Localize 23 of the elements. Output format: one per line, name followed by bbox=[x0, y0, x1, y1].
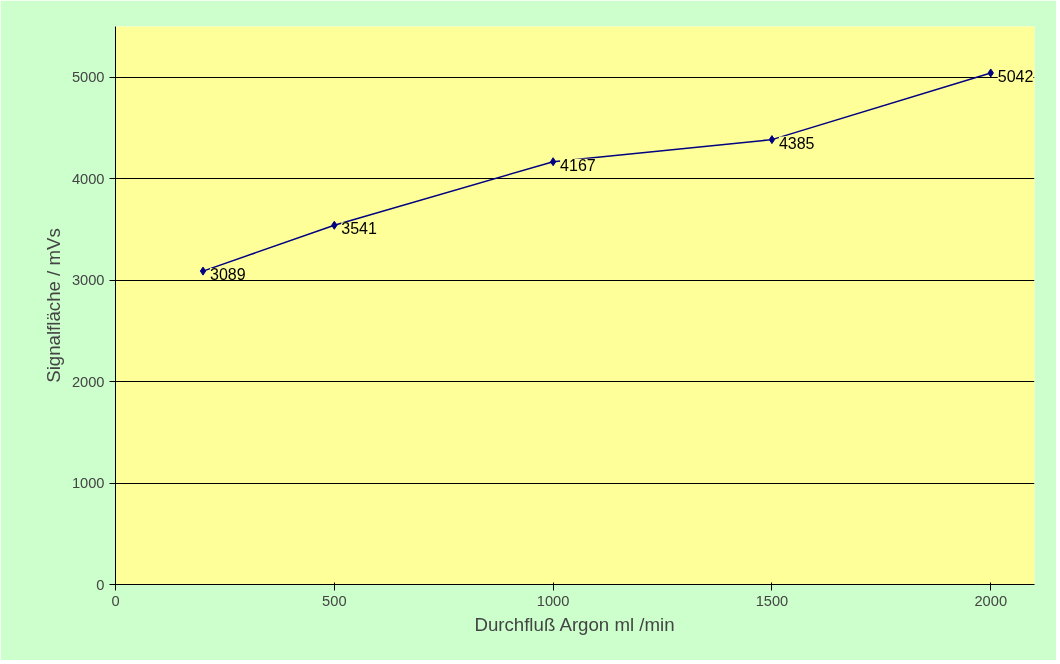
data-label: 3089 bbox=[210, 266, 246, 284]
x-tick-label: 1000 bbox=[536, 592, 570, 609]
point bbox=[199, 266, 207, 276]
x-tick-label: 2000 bbox=[974, 592, 1008, 609]
y-tick-label: 5000 bbox=[71, 69, 105, 86]
point bbox=[331, 220, 338, 230]
data-label: 4385 bbox=[778, 134, 815, 152]
data-label: 3541 bbox=[341, 220, 377, 238]
y-tick-label: 4000 bbox=[71, 170, 105, 187]
x-tick-label: 0 bbox=[111, 592, 120, 609]
y-tick-label: 2000 bbox=[71, 373, 105, 390]
x-axis-title: Durchfluß Argon ml /min bbox=[474, 613, 675, 635]
data-label: 4167 bbox=[560, 156, 596, 174]
x-tick-label: 1500 bbox=[755, 592, 789, 609]
data-label: 5042 bbox=[997, 67, 1034, 85]
x-tick-label: 500 bbox=[322, 592, 347, 609]
y-tick-label: 3000 bbox=[71, 272, 105, 289]
y-axis-title: Signalfläche / mVs bbox=[42, 228, 64, 383]
y-tick-label: 1000 bbox=[71, 475, 105, 492]
point bbox=[987, 68, 994, 78]
y-tick-label: 0 bbox=[96, 576, 105, 593]
point bbox=[768, 135, 776, 145]
point bbox=[549, 157, 557, 167]
